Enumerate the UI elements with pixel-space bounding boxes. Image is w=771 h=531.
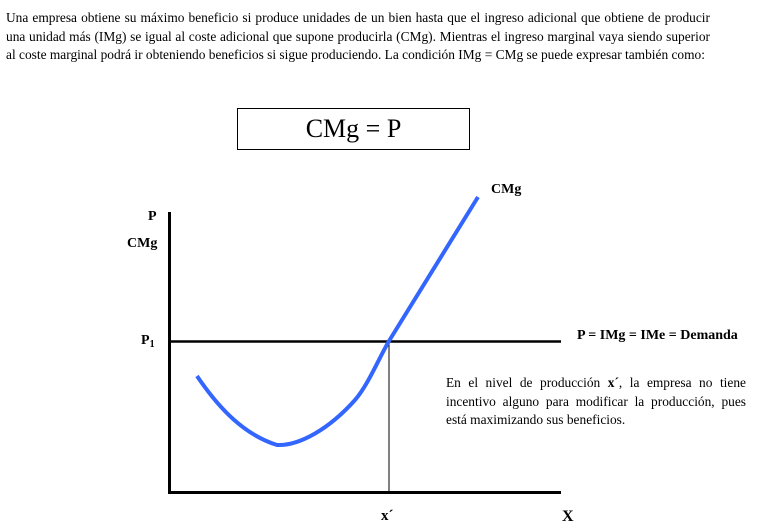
y-axis-label-p: P — [148, 209, 157, 224]
formula-box: CMg = P — [237, 108, 470, 150]
annotation-highlight: x´ — [607, 375, 619, 390]
annotation-prefix: En el nivel de producción — [446, 375, 608, 390]
price-level-label: P1 — [141, 333, 155, 350]
curve-label-cmg: CMg — [491, 182, 522, 197]
marginal-cost-curve — [195, 195, 480, 448]
price-level-subscript: 1 — [149, 339, 155, 350]
annotation-suffix: , la empresa no tiene incentivo alguno p… — [446, 375, 746, 427]
y-axis-label-cmg: CMg — [127, 236, 158, 251]
annotation-text: En el nivel de producción x´, la empresa… — [446, 374, 746, 430]
x-prime-tick-label: x´ — [381, 508, 394, 524]
demand-line-label: P = IMg = IMe = Demanda — [577, 328, 738, 343]
intro-paragraph: Una empresa obtiene su máximo beneficio … — [6, 10, 710, 63]
formula-text: CMg = P — [305, 114, 402, 143]
price-level-letter: P — [141, 333, 150, 348]
x-axis-label: X — [562, 508, 574, 525]
